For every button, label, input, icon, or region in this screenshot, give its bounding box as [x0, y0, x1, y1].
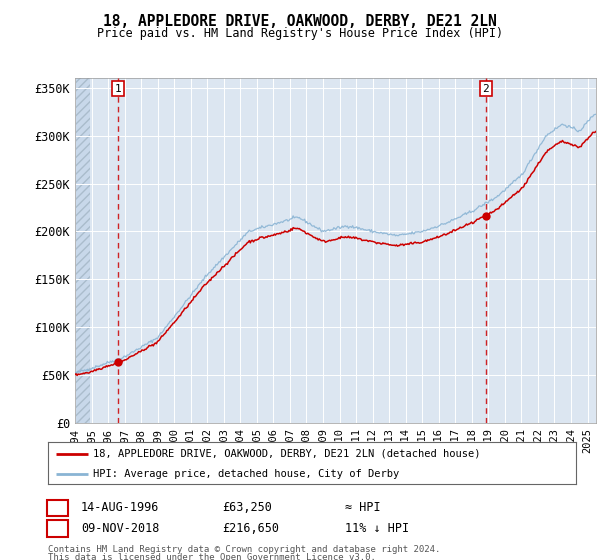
Text: 18, APPLEDORE DRIVE, OAKWOOD, DERBY, DE21 2LN: 18, APPLEDORE DRIVE, OAKWOOD, DERBY, DE2…: [103, 14, 497, 29]
Bar: [75, 78, 90, 423]
Text: 1: 1: [115, 83, 122, 94]
Text: ≈ HPI: ≈ HPI: [345, 501, 380, 515]
Text: 2: 2: [55, 524, 62, 534]
Text: 09-NOV-2018: 09-NOV-2018: [81, 522, 160, 535]
Text: 18, APPLEDORE DRIVE, OAKWOOD, DERBY, DE21 2LN (detached house): 18, APPLEDORE DRIVE, OAKWOOD, DERBY, DE2…: [93, 449, 481, 459]
Text: 11% ↓ HPI: 11% ↓ HPI: [345, 522, 409, 535]
Text: This data is licensed under the Open Government Licence v3.0.: This data is licensed under the Open Gov…: [48, 553, 376, 560]
Text: £63,250: £63,250: [222, 501, 272, 515]
Text: 14-AUG-1996: 14-AUG-1996: [81, 501, 160, 515]
Text: £216,650: £216,650: [222, 522, 279, 535]
Text: 1: 1: [55, 503, 62, 513]
Text: Price paid vs. HM Land Registry's House Price Index (HPI): Price paid vs. HM Land Registry's House …: [97, 27, 503, 40]
Text: 2: 2: [482, 83, 489, 94]
Text: HPI: Average price, detached house, City of Derby: HPI: Average price, detached house, City…: [93, 469, 399, 479]
Text: Contains HM Land Registry data © Crown copyright and database right 2024.: Contains HM Land Registry data © Crown c…: [48, 545, 440, 554]
